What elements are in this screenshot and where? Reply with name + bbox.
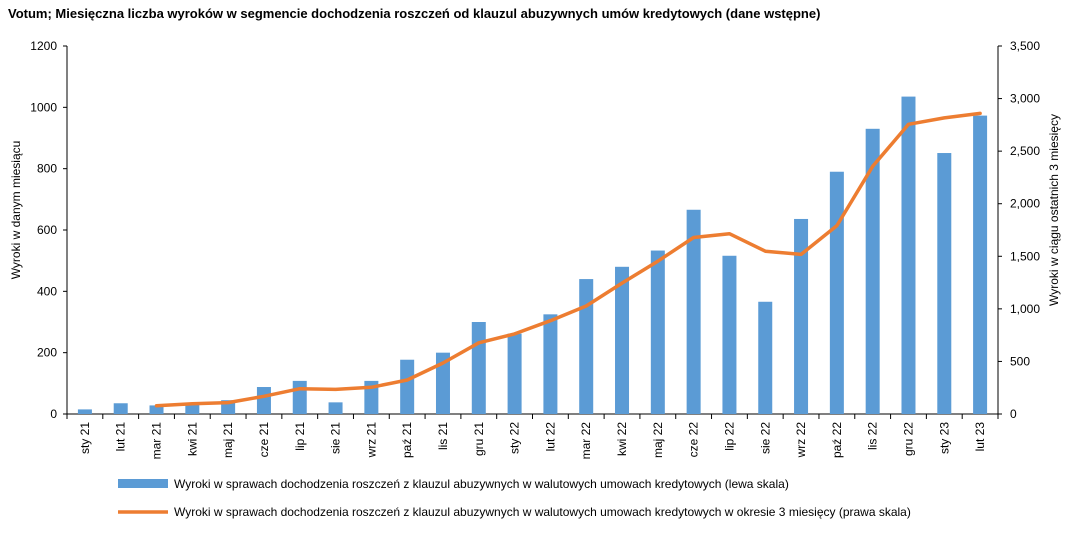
x-axis-tick-label: lis 21 <box>436 422 450 450</box>
bar <box>686 209 701 414</box>
line-series <box>154 111 982 408</box>
bar <box>937 153 952 414</box>
left-axis-tick-label: 800 <box>37 162 57 176</box>
x-axis-tick-label: cze 22 <box>687 422 701 458</box>
x-axis-tick-label: lut 22 <box>543 422 557 452</box>
right-axis-tick-label: 1,000 <box>1010 302 1040 316</box>
x-axis-tick-label: paź 21 <box>400 422 414 458</box>
left-axis-tick-label: 600 <box>37 223 57 237</box>
bar <box>328 402 343 414</box>
x-axis-tick-label: sty 21 <box>78 422 92 454</box>
right-axis-tick-label: 1,500 <box>1010 249 1040 263</box>
x-axis-tick-label: sty 23 <box>937 422 951 454</box>
left-axis-tick-label: 0 <box>50 407 57 421</box>
bar <box>471 322 486 414</box>
x-axis-tick-label: maj 22 <box>651 422 665 458</box>
x-axis-tick-label: sty 22 <box>508 422 522 454</box>
x-axis-tick-label: lip 22 <box>722 422 736 451</box>
x-axis-tick-label: mar 21 <box>150 422 164 460</box>
bar <box>758 301 773 414</box>
bar <box>435 352 450 414</box>
bar <box>615 266 630 414</box>
x-axis-tick-label: maj 21 <box>221 422 235 458</box>
x-axis-tick-label: wrz 22 <box>794 422 808 459</box>
left-axis-tick-label: 200 <box>37 346 57 360</box>
x-axis-tick-label: gru 21 <box>472 422 486 456</box>
right-axis-tick-label: 3,500 <box>1010 39 1040 53</box>
right-axis-tick-label: 0 <box>1010 407 1017 421</box>
bar <box>829 171 844 414</box>
x-axis-tick-label: sie 21 <box>329 422 343 454</box>
bar <box>650 250 665 414</box>
x-axis-tick-label: kwi 22 <box>615 422 629 456</box>
left-axis-tick-label: 400 <box>37 284 57 298</box>
left-axis-tick-label: 1200 <box>30 39 57 53</box>
x-axis-tick-label: cze 21 <box>257 422 271 458</box>
bar <box>292 380 307 414</box>
left-axis-tick-label: 1000 <box>30 100 57 114</box>
legend-line-label: Wyroki w sprawach dochodzenia roszczeń z… <box>174 505 911 519</box>
left-axis-title: Wyroki w danym miesiącu <box>9 141 23 280</box>
bar <box>185 403 200 414</box>
legend-bar-label: Wyroki w sprawach dochodzenia roszczeń z… <box>174 477 789 491</box>
bar <box>507 333 522 414</box>
bar <box>901 96 916 414</box>
x-axis-tick-label: gru 22 <box>901 422 915 456</box>
chart-title: Votum; Miesięczna liczba wyroków w segme… <box>8 6 821 21</box>
x-axis-tick-label: paź 22 <box>830 422 844 458</box>
bar <box>722 255 737 414</box>
bar <box>794 218 809 414</box>
bar <box>256 387 271 414</box>
x-axis-tick-label: mar 22 <box>579 422 593 460</box>
x-axis-tick-label: lut 23 <box>973 422 987 452</box>
x-axis-tick-label: sie 22 <box>758 422 772 454</box>
bar <box>113 403 128 414</box>
bar <box>77 409 92 414</box>
bar <box>400 359 415 414</box>
x-axis-tick-label: lis 22 <box>866 422 880 450</box>
x-axis-tick-label: wrz 21 <box>364 422 378 459</box>
x-axis-tick-label: kwi 21 <box>185 422 199 456</box>
x-axis-tick-label: lut 21 <box>114 422 128 452</box>
bar <box>149 405 164 414</box>
x-axis-tick-label: lip 21 <box>293 422 307 451</box>
right-axis-tick-label: 2,500 <box>1010 144 1040 158</box>
right-axis-tick-label: 2,000 <box>1010 197 1040 211</box>
bar <box>973 115 988 414</box>
right-axis-tick-label: 3,000 <box>1010 92 1040 106</box>
bar <box>579 279 594 414</box>
right-axis-title: Wyroki w ciągu ostatnich 3 miesięcy <box>1047 114 1061 306</box>
legend-bar-swatch <box>118 479 168 488</box>
bar <box>865 128 880 415</box>
right-axis-tick-label: 500 <box>1010 354 1030 368</box>
bar <box>543 314 558 414</box>
